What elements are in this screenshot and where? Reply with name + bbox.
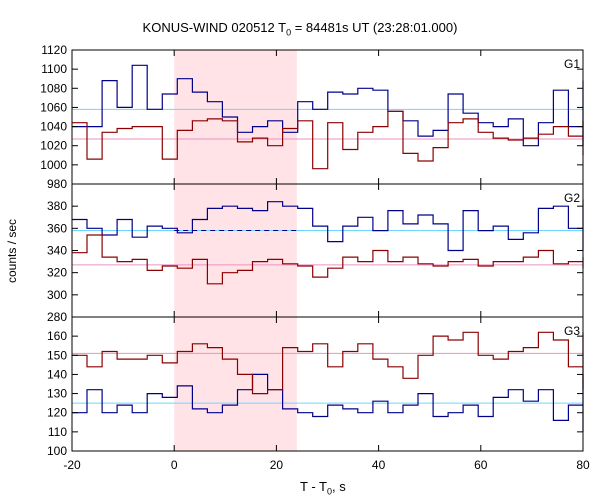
series-blue-g2	[72, 199, 584, 252]
series-red-g3	[72, 331, 584, 395]
y-tick-label: 340	[47, 244, 67, 258]
y-tick-label: 120	[47, 406, 67, 420]
panel-label-g2: G2	[564, 191, 580, 205]
y-axis-label: counts / sec	[5, 218, 19, 283]
y-tick-label: 1020	[40, 139, 67, 153]
series-red-g1	[72, 110, 584, 170]
y-tick-label: 160	[47, 329, 67, 343]
x-tick-label: 60	[474, 458, 488, 472]
chart-title: KONUS-WIND 020512 T0 = 84481s UT (23:28:…	[142, 20, 458, 38]
y-tick-label: 140	[47, 367, 67, 381]
panel-frame-g3	[71, 316, 584, 452]
panel-label-g1: G1	[564, 57, 580, 71]
y-tick-label: 1080	[40, 81, 67, 95]
y-tick-label: 100	[47, 444, 67, 458]
panel-label-g3: G3	[564, 324, 580, 338]
y-tick-label: 130	[47, 387, 67, 401]
series-blue-g3	[72, 373, 584, 432]
x-tick-label: 20	[270, 458, 284, 472]
y-tick-label: 1040	[40, 120, 67, 134]
y-tick-label: 1100	[41, 62, 67, 76]
series-blue-g1	[72, 64, 584, 147]
y-tick-label: 360	[47, 221, 67, 235]
x-tick-label: 40	[372, 458, 386, 472]
y-tick-label: 1120	[41, 43, 67, 57]
x-tick-label: 80	[576, 458, 590, 472]
x-tick-label: 0	[171, 458, 178, 472]
y-tick-label: 380	[47, 199, 67, 213]
panel-frame-g2	[71, 183, 584, 318]
x-tick-label: -20	[63, 458, 81, 472]
y-tick-label: 1000	[40, 158, 67, 172]
y-tick-label: 150	[47, 348, 67, 362]
y-tick-label: 980	[47, 177, 67, 191]
x-axis-label: T - T0, s	[300, 479, 346, 497]
y-tick-label: 300	[47, 288, 67, 302]
y-tick-label: 280	[47, 310, 67, 324]
y-tick-label: 110	[48, 425, 67, 439]
y-tick-label: 1060	[40, 100, 67, 114]
series-red-g2	[72, 234, 584, 285]
y-tick-label: 320	[47, 266, 67, 280]
